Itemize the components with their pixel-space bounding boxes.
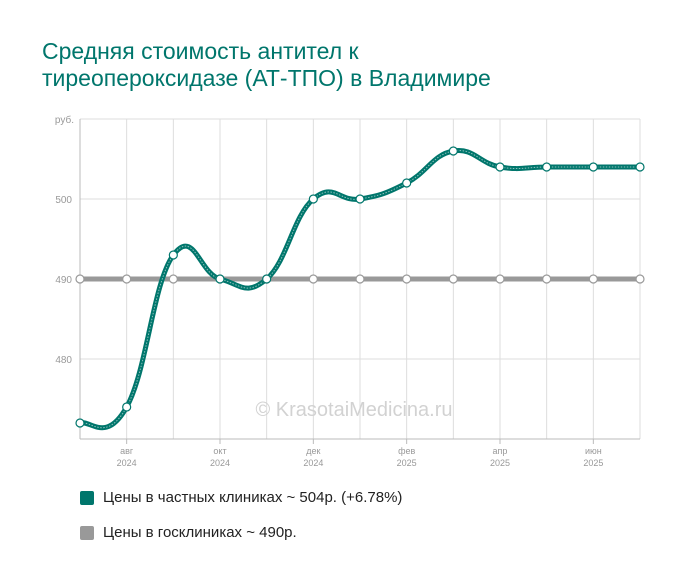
data-point-private [75,418,85,428]
data-point-private [215,274,225,284]
legend-label-public: Цены в госклиниках ~ 490р. [103,524,297,541]
data-points [75,146,645,428]
y-tick-label: 500 [55,195,72,206]
data-point-private [448,146,458,156]
data-point-public [542,274,552,284]
y-axis-unit-label: руб. [55,114,74,126]
series-line-private-texture [79,150,640,429]
data-point-private [262,274,272,284]
data-point-public [402,274,412,284]
x-tick-label-month: дек [306,446,320,456]
x-tick-label-year: 2024 [117,458,137,468]
data-point-private [495,162,505,172]
chart-title: Средняя стоимость антител к тиреоперокси… [42,38,642,92]
y-tick-label: 490 [55,275,72,286]
data-point-private [122,402,132,412]
x-tick-label-year: 2024 [303,458,323,468]
x-tick-label-year: 2025 [583,458,603,468]
data-point-private [355,194,365,204]
data-point-public [75,274,85,284]
data-point-public [168,274,178,284]
legend-swatch-public [80,525,94,540]
data-point-public [495,274,505,284]
watermark: © KrasotaiMedicina.ru [255,399,452,421]
x-tick-label-month: авг [120,446,134,456]
x-tick-label-year: 2025 [490,458,510,468]
legend-label-private: Цены в частных клиниках ~ 504р. (+6.78%) [103,489,403,506]
y-tick-label: 480 [55,355,72,366]
x-tick-label-month: фев [398,446,415,456]
x-tick-label-month: окт [213,446,226,456]
x-tick-label-year: 2025 [397,458,417,468]
data-point-public [122,274,132,284]
x-tick-label-year: 2024 [210,458,230,468]
data-point-public [635,274,645,284]
x-tick-label-month: июн [585,446,602,456]
legend-swatch-private [80,490,94,505]
legend-item-private[interactable]: Цены в частных клиниках ~ 504р. (+6.78%) [80,489,402,506]
data-point-public [588,274,598,284]
x-tick-label-month: апр [493,446,508,456]
data-point-private [168,250,178,260]
data-point-private [308,194,318,204]
axes: руб. 480 490 500 авг 2024 окт 2024 дек 2024 фев 202… [55,114,640,468]
data-point-private [635,162,645,172]
data-point-public [448,274,458,284]
legend-item-public[interactable]: Цены в госклиниках ~ 490р. [80,524,297,541]
chart-title-line-1: Средняя стоимость антител к [42,38,359,64]
data-point-public [308,274,318,284]
chart-title-line-2: тиреопероксидазе (АТ-ТПО) в Владимире [42,65,491,91]
data-point-private [402,178,412,188]
data-point-public [355,274,365,284]
data-point-private [588,162,598,172]
data-point-private [542,162,552,172]
